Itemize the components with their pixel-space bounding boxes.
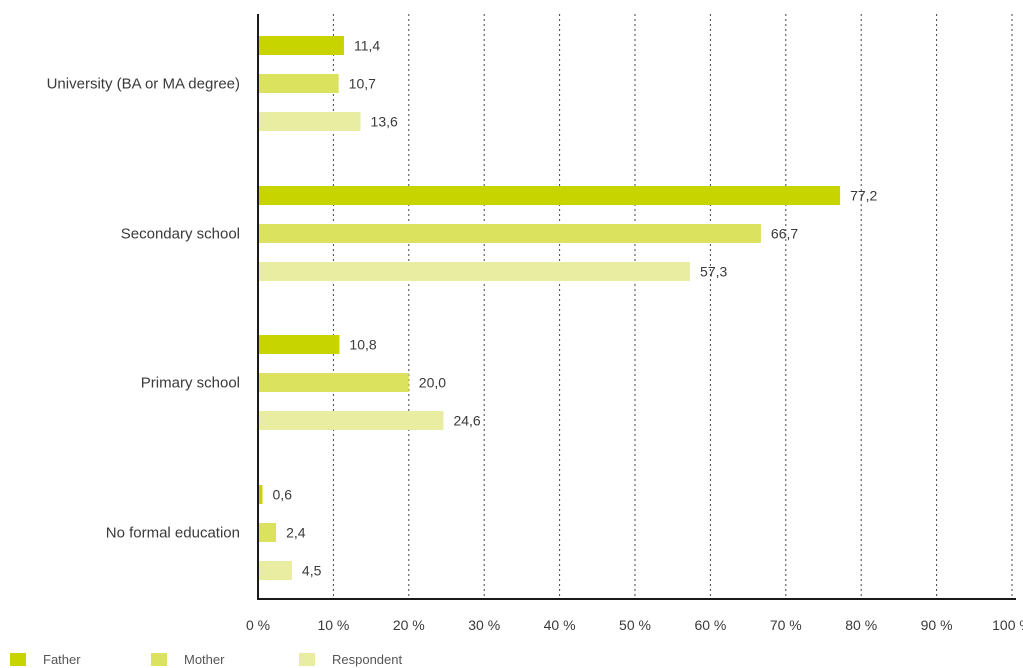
bar-chart: 11,4 10,7 13,6 77,2 66,7 57,3 10,8 20,0 24,6 0,6 2… [47,14,1023,633]
category-labels: University (BA or MA degree) Secondary sc… [47,76,240,542]
x-tick-label: 20 % [393,617,425,633]
legend-item-respondent: Respondent [299,652,402,667]
bar-mother [258,224,761,243]
category-label: Secondary school [121,226,240,243]
data-label: 13,6 [371,114,398,130]
bar-mother [258,523,277,542]
legend-item-father: Father [10,652,81,667]
data-label: 20,0 [419,375,446,391]
data-label: 10,7 [349,76,376,92]
category-label: University (BA or MA degree) [47,76,240,93]
bar-respondent [258,411,444,430]
gridlines [332,14,1013,599]
legend-swatch-father [10,653,26,666]
data-label: 4,5 [302,563,322,579]
x-tick-label: 90 % [921,617,953,633]
bar-mother [258,74,339,93]
legend-swatch-mother [151,653,167,666]
data-label: 2,4 [286,525,306,541]
bar-respondent [258,561,292,580]
data-label: 24,6 [453,413,480,429]
legend-swatch-respondent [299,653,315,666]
data-label: 10,8 [349,337,376,353]
x-tick-label: 0 % [246,617,270,633]
legend-label-respondent: Respondent [332,652,403,667]
bar-father [258,485,263,504]
data-label: 57,3 [700,264,727,280]
bars: 11,4 10,7 13,6 77,2 66,7 57,3 10,8 20,0 24,6 0,6 2… [258,36,878,580]
bar-father [258,335,340,354]
x-tick-label: 30 % [468,617,500,633]
x-tick-label: 10 % [317,617,349,633]
data-label: 11,4 [354,38,380,54]
data-label: 77,2 [850,188,877,204]
data-label: 66,7 [771,226,798,242]
x-tick-label: 40 % [544,617,576,633]
legend-label-mother: Mother [184,652,225,667]
category-label: No formal education [106,525,240,542]
bar-respondent [258,112,361,131]
x-tick-labels: 0 % 10 % 20 % 30 % 40 % 50 % 60 % 70 % 80 % 90 % 1… [246,617,1023,633]
legend: Father Mother Respondent [0,648,1023,668]
legend-item-mother: Mother [151,652,224,667]
bar-mother [258,373,409,392]
bar-respondent [258,262,691,281]
x-tick-label: 50 % [619,617,651,633]
bar-father [258,186,841,205]
x-tick-label: 60 % [694,617,726,633]
legend-label-father: Father [43,652,81,667]
x-tick-label: 80 % [845,617,877,633]
x-tick-label: 70 % [770,617,802,633]
x-tick-label: 100 % [992,617,1023,633]
bar-father [258,36,344,55]
data-label: 0,6 [273,487,293,503]
category-label: Primary school [141,375,240,392]
